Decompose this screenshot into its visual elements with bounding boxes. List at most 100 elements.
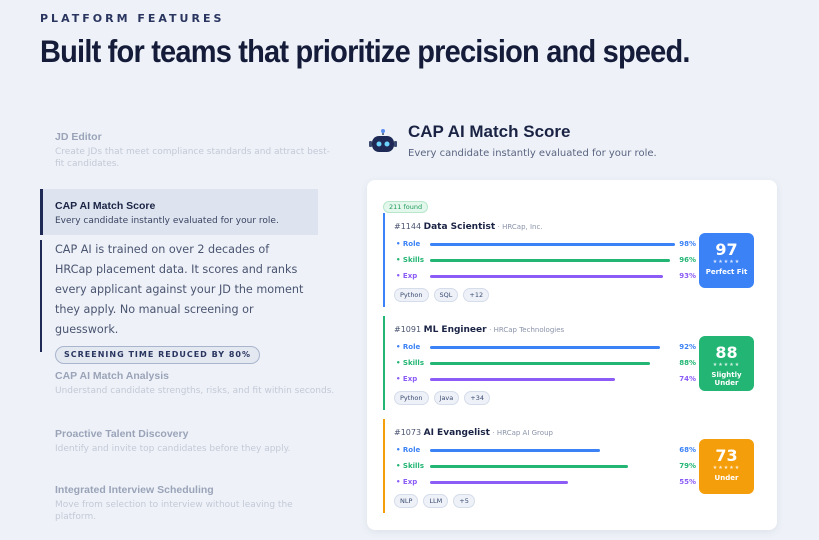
metric-track <box>430 362 680 365</box>
feature-tab[interactable]: CAP AI Match Analysis Understand candidat… <box>40 370 335 397</box>
skill-tag: +5 <box>453 494 475 508</box>
tag-list: NLP LLM +5 <box>394 494 475 508</box>
metric-value: 88% <box>679 359 696 367</box>
metric-row: • Skills 79% <box>396 462 696 472</box>
candidate: #1144 Data Scientist · HRCap, Inc. • Role… <box>383 213 765 307</box>
metric-bar <box>430 378 615 381</box>
feature-title: Integrated Interview Scheduling <box>55 484 214 496</box>
feature-description: Understand candidate strengths, risks, a… <box>55 386 335 396</box>
skill-tag: +12 <box>463 288 490 302</box>
skill-tag: Python <box>394 391 429 405</box>
metric-track <box>430 346 680 349</box>
candidate-header: #1091 ML Engineer · HRCap Technologies <box>394 325 564 335</box>
skill-tag: SQL <box>433 288 459 302</box>
candidate-role: ML Engineer <box>423 325 487 335</box>
metric-label: • Exp <box>396 478 418 486</box>
metric-value: 92% <box>679 343 696 351</box>
metric-bar <box>430 449 600 452</box>
metric-label: • Skills <box>396 256 424 264</box>
metric-row: • Exp 55% <box>396 478 696 488</box>
metric-label: • Skills <box>396 462 424 470</box>
metric-value: 68% <box>679 446 696 454</box>
candidate-id: #1091 <box>394 325 422 334</box>
tag-list: Python SQL +12 <box>394 288 490 302</box>
feature-description: Move from selection to interview without… <box>55 500 293 522</box>
detail-text: CAP AI is trained on over 2 decades of H… <box>55 243 304 336</box>
metric-row: • Skills 88% <box>396 359 696 369</box>
feature-title: CAP AI Match Score <box>55 200 156 212</box>
metric-value: 96% <box>679 256 696 264</box>
candidate-id: #1073 <box>394 428 422 437</box>
robot-icon <box>369 129 397 152</box>
metric-bar <box>430 346 660 349</box>
candidate-header: #1073 AI Evangelist · HRCap AI Group <box>394 428 553 438</box>
metric-row: • Role 98% <box>396 240 696 250</box>
candidate-role: AI Evangelist <box>423 428 490 438</box>
metric-name: Skills <box>402 359 424 367</box>
score-value: 73 <box>715 446 738 465</box>
skill-tag: Python <box>394 288 429 302</box>
metric-label: • Role <box>396 240 421 248</box>
metric-value: 74% <box>679 375 696 383</box>
skill-tag: Java <box>433 391 460 405</box>
metric-row: • Exp 74% <box>396 375 696 385</box>
metric-bar <box>430 243 675 246</box>
candidate-id: #1144 <box>394 222 422 231</box>
panel-title: CAP AI Match Score <box>408 122 571 141</box>
feature-tab[interactable]: JD Editor Create JDs that meet compliance… <box>40 131 335 170</box>
metric-label: • Role <box>396 343 421 351</box>
stars: ★★★★★ <box>712 362 741 368</box>
feature-tab[interactable]: Integrated Interview Scheduling Move from… <box>40 484 335 523</box>
tag-list: Python Java +34 <box>394 391 490 405</box>
score-verdict: Perfect Fit <box>705 268 748 276</box>
feature-description: Create JDs that meet compliance standard… <box>55 147 330 169</box>
metric-name: Role <box>402 240 421 248</box>
metric-name: Skills <box>402 462 424 470</box>
metric-bar <box>430 362 650 365</box>
metric-row: • Exp 93% <box>396 272 696 282</box>
skill-tag: LLM <box>423 494 449 508</box>
eyebrow: PLATFORM FEATURES <box>40 12 225 25</box>
skill-tag: NLP <box>394 494 419 508</box>
feature-title: JD Editor <box>55 131 102 143</box>
score-value: 97 <box>715 240 738 259</box>
candidate: #1073 AI Evangelist · HRCap AI Group • Ro… <box>383 419 765 513</box>
stat-badge: SCREENING TIME REDUCED BY 80% <box>55 346 260 364</box>
stars: ★★★★★ <box>712 465 741 471</box>
candidate-company: · HRCap AI Group <box>492 429 553 437</box>
metric-name: Role <box>402 446 421 454</box>
metric-label: • Role <box>396 446 421 454</box>
metric-label: • Skills <box>396 359 424 367</box>
skill-tag: +34 <box>464 391 490 405</box>
score-value: 88 <box>715 343 738 362</box>
metric-value: 93% <box>679 272 696 280</box>
metric-track <box>430 275 680 278</box>
metric-bar <box>430 259 670 262</box>
metric-value: 98% <box>679 240 696 248</box>
metric-bar <box>430 481 568 484</box>
score-box: 97 ★★★★★ Perfect Fit <box>699 233 754 288</box>
candidate: #1091 ML Engineer · HRCap Technologies • … <box>383 316 765 410</box>
score-box: 88 ★★★★★ Slightly Under <box>699 336 754 391</box>
score-box: 73 ★★★★★ Under <box>699 439 754 494</box>
metric-row: • Skills 96% <box>396 256 696 266</box>
found-badge: 211 found <box>383 201 429 213</box>
feature-detail: CAP AI is trained on over 2 decades of H… <box>40 240 305 364</box>
feature-title: Proactive Talent Discovery <box>55 428 189 440</box>
metric-bar <box>430 275 663 278</box>
metric-track <box>430 259 680 262</box>
feature-tab[interactable]: CAP AI Match Score Every candidate instan… <box>40 189 318 235</box>
metric-row: • Role 92% <box>396 343 696 353</box>
metric-track <box>430 378 680 381</box>
candidate-company: · HRCap Technologies <box>489 326 565 334</box>
metric-value: 55% <box>679 478 696 486</box>
metric-label: • Exp <box>396 272 418 280</box>
candidate-header: #1144 Data Scientist · HRCap, Inc. <box>394 222 543 232</box>
metric-label: • Exp <box>396 375 418 383</box>
metric-track <box>430 449 680 452</box>
metric-track <box>430 481 680 484</box>
candidate-role: Data Scientist <box>423 222 496 232</box>
feature-tab[interactable]: Proactive Talent Discovery Identify and i… <box>40 428 335 455</box>
metric-name: Exp <box>402 375 418 383</box>
